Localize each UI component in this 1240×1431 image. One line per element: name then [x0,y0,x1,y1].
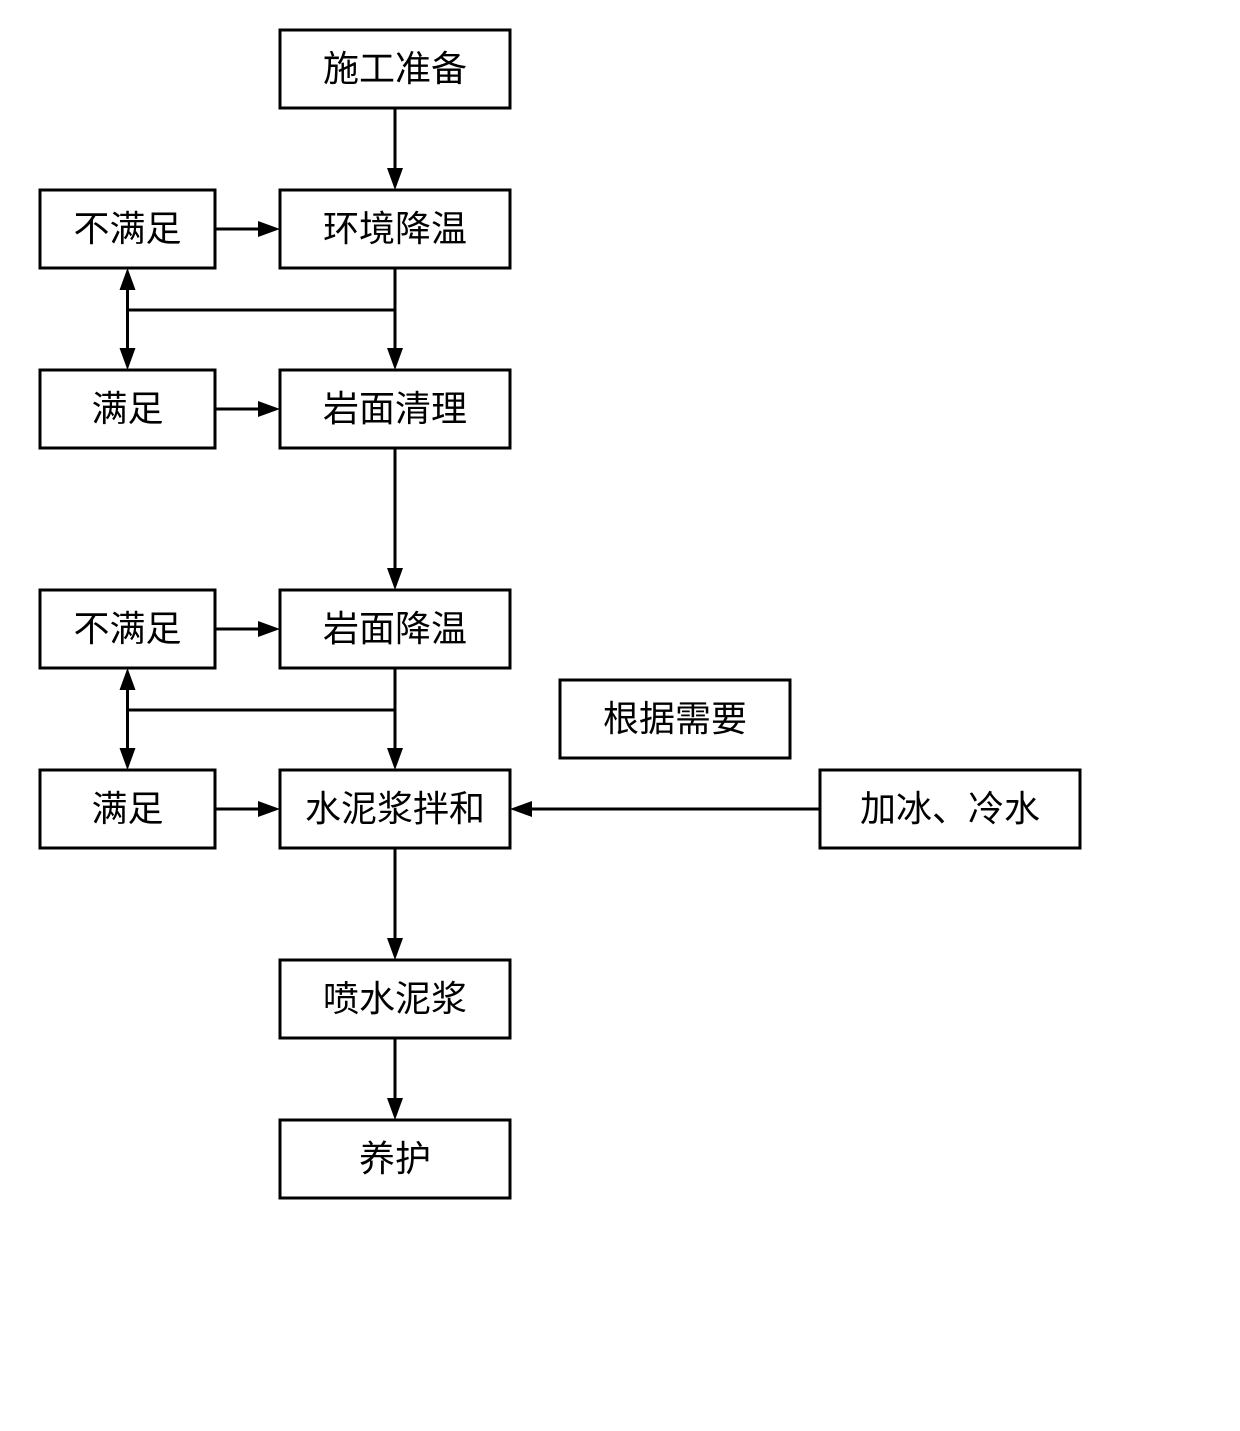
flow-node-mix: 水泥浆拌和 [280,770,510,848]
arrow-head [387,748,403,770]
node-label: 满足 [91,789,163,829]
arrow-head [387,348,403,370]
node-label: 满足 [91,389,163,429]
arrow-head [120,348,136,370]
arrow-head [387,938,403,960]
arrow-head [510,801,532,817]
flowchart-canvas: 施工准备环境降温不满足满足岩面清理岩面降温不满足满足水泥浆拌和根据需要加冰、冷水… [0,0,1240,1431]
flow-node-rockcool: 岩面降温 [280,590,510,668]
node-label: 岩面清理 [323,389,467,429]
node-label: 水泥浆拌和 [305,789,485,829]
flow-node-nsat2: 不满足 [40,590,215,668]
flow-node-rockclean: 岩面清理 [280,370,510,448]
arrow-head [258,621,280,637]
arrow-head [387,568,403,590]
arrow-head [120,668,136,690]
flow-node-ice: 加冰、冷水 [820,770,1080,848]
flow-node-cure: 养护 [280,1120,510,1198]
flow-node-spray: 喷水泥浆 [280,960,510,1038]
flow-node-prep: 施工准备 [280,30,510,108]
arrow-head [387,168,403,190]
node-label: 养护 [359,1139,431,1179]
node-label: 环境降温 [323,209,467,249]
flow-node-sat1: 满足 [40,370,215,448]
node-label: 加冰、冷水 [860,789,1040,829]
flow-node-need: 根据需要 [560,680,790,758]
arrow-head [258,801,280,817]
node-label: 不满足 [73,209,181,249]
node-label: 岩面降温 [323,609,467,649]
flow-node-sat2: 满足 [40,770,215,848]
arrow-head [258,401,280,417]
node-label: 喷水泥浆 [323,979,467,1019]
node-label: 不满足 [73,609,181,649]
flow-node-envcool: 环境降温 [280,190,510,268]
flow-node-nsat1: 不满足 [40,190,215,268]
arrow-head [258,221,280,237]
node-label: 施工准备 [323,49,467,89]
arrow-head [120,748,136,770]
arrow-head [387,1098,403,1120]
arrow-head [120,268,136,290]
node-label: 根据需要 [603,699,747,739]
